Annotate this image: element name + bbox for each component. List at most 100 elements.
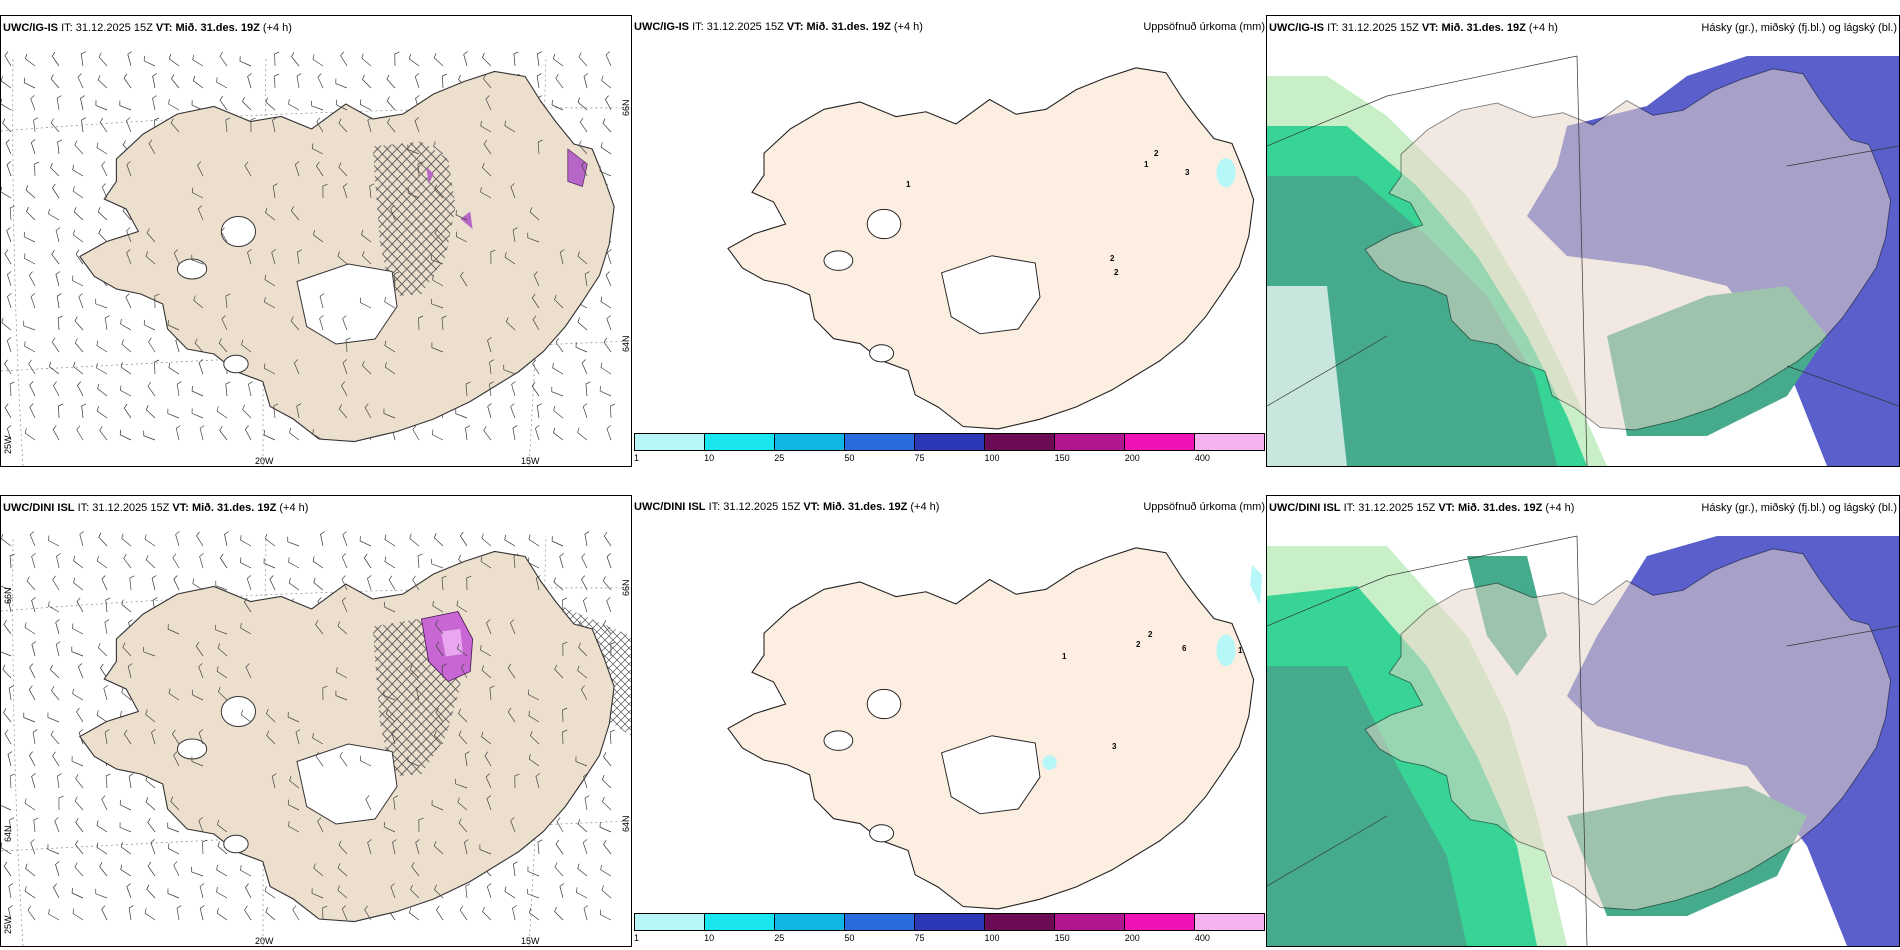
colorbar-swatch bbox=[1125, 914, 1195, 930]
wind-barb bbox=[513, 51, 519, 67]
wind-barb bbox=[29, 381, 36, 397]
wind-barb bbox=[335, 690, 348, 701]
wind-barb bbox=[147, 818, 156, 833]
wind-barb bbox=[31, 641, 37, 657]
colorbar-tick-label: 10 bbox=[704, 933, 715, 943]
wind-barb bbox=[392, 839, 397, 855]
wind-barb bbox=[288, 99, 300, 111]
wind-barb bbox=[433, 841, 444, 855]
wind-barb bbox=[610, 403, 616, 419]
wind-barb bbox=[123, 554, 132, 569]
wind-barb bbox=[364, 403, 372, 419]
wind-barb bbox=[579, 117, 588, 133]
wind-barb bbox=[97, 207, 108, 221]
wind-barb bbox=[120, 385, 132, 397]
wind-barb bbox=[531, 381, 540, 397]
wind-barb bbox=[417, 553, 423, 569]
wind-barb bbox=[264, 886, 276, 899]
panel-title: UWC/IG-IS IT: 31.12.2025 15Z VT: Mið. 31… bbox=[3, 22, 292, 34]
wind-barb bbox=[600, 362, 612, 375]
wind-barb bbox=[152, 73, 158, 89]
wind-barb bbox=[176, 905, 182, 921]
wind-barb bbox=[48, 208, 60, 221]
wind-barb bbox=[606, 553, 612, 569]
wind-barb bbox=[313, 863, 324, 877]
wind-barb bbox=[173, 575, 180, 591]
precip-value: 2 bbox=[1110, 254, 1115, 263]
wind-barb bbox=[435, 905, 444, 921]
wind-barb bbox=[367, 839, 372, 855]
wind-barb bbox=[581, 575, 588, 591]
wind-barb bbox=[313, 577, 324, 591]
wind-barb bbox=[215, 624, 228, 635]
wind-barb bbox=[367, 117, 373, 133]
wind-barb bbox=[148, 139, 156, 155]
wind-barb bbox=[555, 337, 564, 353]
wind-barb bbox=[529, 207, 540, 221]
wind-barb bbox=[241, 339, 252, 353]
wind-barb bbox=[385, 709, 396, 723]
wind-barb bbox=[96, 406, 108, 419]
wind-barb bbox=[532, 315, 540, 331]
wind-barb bbox=[577, 863, 588, 877]
wind-barb bbox=[242, 404, 252, 419]
wind-barb bbox=[50, 118, 60, 133]
wind-barb bbox=[3, 861, 12, 877]
wind-barb bbox=[54, 817, 60, 833]
wind-barb bbox=[338, 404, 348, 419]
wind-barb bbox=[98, 52, 108, 67]
precip-value: 1 bbox=[1238, 646, 1243, 655]
precip-value: 6 bbox=[1182, 644, 1187, 653]
wind-barb bbox=[51, 249, 60, 265]
wind-barb bbox=[455, 231, 468, 243]
wind-barb bbox=[168, 843, 180, 855]
wind-barb bbox=[599, 822, 612, 833]
wind-barb bbox=[463, 51, 468, 67]
wind-barb bbox=[167, 888, 180, 899]
wind-panel-row1: UWC/IG-IS IT: 31.12.2025 15Z VT: Mið. 31… bbox=[0, 15, 632, 467]
wind-barb bbox=[244, 883, 252, 899]
wind-barb bbox=[291, 52, 300, 67]
wind-barb bbox=[274, 73, 280, 89]
wind-barb bbox=[58, 403, 64, 419]
wind-barb bbox=[431, 342, 444, 353]
wind-barb bbox=[482, 906, 492, 921]
wind-barb bbox=[173, 861, 180, 877]
wind-barb bbox=[457, 797, 468, 811]
precip-map: 1 2 2 6 1 3 bbox=[727, 547, 1262, 910]
wind-barb bbox=[459, 531, 468, 547]
wind-barb bbox=[247, 73, 252, 89]
wind-barb bbox=[1, 842, 12, 855]
wind-barb bbox=[104, 619, 110, 635]
wind-barb bbox=[315, 161, 324, 177]
wind-barb bbox=[391, 729, 397, 745]
wind-barb bbox=[407, 756, 420, 767]
wind-barb bbox=[273, 403, 279, 419]
wind-barb bbox=[601, 75, 612, 89]
wind-barb bbox=[338, 162, 348, 177]
wind-barb bbox=[384, 362, 396, 375]
wind-barb bbox=[435, 707, 444, 723]
wind-barb bbox=[25, 185, 36, 199]
wind-barb bbox=[8, 883, 14, 899]
wind-barb bbox=[507, 707, 516, 723]
wind-barb bbox=[265, 97, 276, 111]
colorbar-swatch bbox=[775, 914, 845, 930]
wind-barb bbox=[129, 575, 135, 591]
wind-barb bbox=[271, 773, 277, 789]
wind-barb bbox=[51, 337, 60, 353]
wind-barb bbox=[125, 117, 132, 133]
wind-barb bbox=[455, 408, 468, 419]
wind-barb bbox=[48, 908, 60, 921]
wind-barb bbox=[4, 51, 12, 67]
wind-barb bbox=[603, 752, 612, 767]
wind-barb bbox=[128, 773, 134, 789]
wind-barb bbox=[432, 600, 444, 613]
wind-barb bbox=[250, 117, 256, 133]
wind-barb bbox=[458, 730, 468, 745]
wind-barb bbox=[441, 315, 447, 331]
precip-value: 1 bbox=[906, 180, 911, 189]
precip-colorbar bbox=[634, 913, 1265, 931]
wind-barb bbox=[311, 100, 324, 111]
wind-barb bbox=[96, 556, 108, 569]
